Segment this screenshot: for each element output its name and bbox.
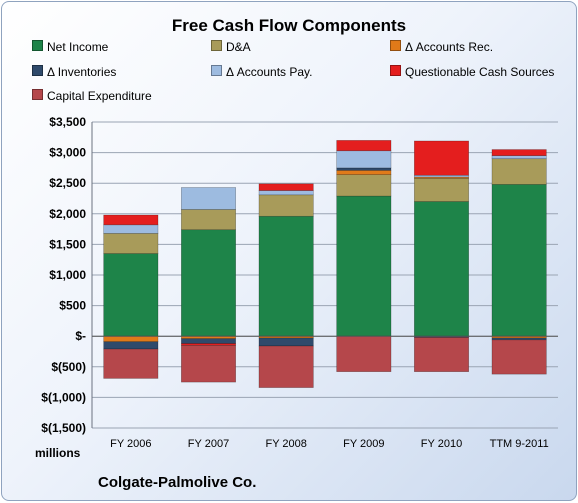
legend-label: Questionable Cash Sources <box>405 65 555 79</box>
y-tick-label: $500 <box>59 299 86 313</box>
bar-segment <box>336 335 392 372</box>
bar-segment <box>336 140 392 152</box>
y-tick-label: $2,500 <box>49 176 86 190</box>
bar-segment <box>336 150 392 169</box>
legend-swatch <box>390 40 401 51</box>
bar-segment <box>181 229 236 337</box>
bar-segment <box>491 184 547 337</box>
bar-segment <box>414 337 469 372</box>
legend-item-questionable-cash: Questionable Cash Sources <box>390 65 554 79</box>
x-tick-label: TTM 9-2011 <box>490 438 549 450</box>
bar-segment <box>181 345 236 383</box>
legend-swatch <box>211 40 222 51</box>
bar-segment <box>181 209 236 231</box>
legend-label: D&A <box>226 40 251 54</box>
legend-item-accounts-pay: Δ Accounts Pay. <box>211 65 313 79</box>
bar-segment <box>103 224 159 234</box>
legend-item-accounts-rec: Δ Accounts Rec. <box>390 40 493 54</box>
bar-segment <box>181 338 236 344</box>
legend-label: Δ Accounts Pay. <box>226 65 313 79</box>
bar-segment <box>258 215 314 337</box>
x-tick-label: FY 2008 <box>265 438 306 450</box>
y-tick-label: $3,000 <box>49 146 86 160</box>
bar-segment <box>258 337 314 347</box>
bar-segment <box>103 253 159 337</box>
x-tick-label: FY 2007 <box>188 438 229 450</box>
legend-swatch <box>32 89 43 100</box>
company-name: Colgate-Palmolive Co. <box>98 474 257 491</box>
legend-item-capex: Capital Expenditure <box>32 89 152 103</box>
legend-swatch <box>32 40 43 51</box>
bar-segment <box>491 339 547 375</box>
bar-segment <box>181 187 236 210</box>
bar-segment <box>258 183 314 191</box>
legend-swatch <box>211 65 222 76</box>
x-tick-label: FY 2010 <box>421 438 462 450</box>
x-tick-label: FY 2009 <box>343 438 384 450</box>
y-tick-label: $(1,500) <box>41 421 86 435</box>
legend-label: Net Income <box>47 40 109 54</box>
bar-segment <box>103 335 159 343</box>
y-tick-label: $(500) <box>51 360 86 374</box>
y-tick-label: $(1,000) <box>41 390 86 404</box>
bar-segment <box>336 195 392 337</box>
bar-segment <box>258 194 314 217</box>
legend-label: Δ Accounts Rec. <box>405 40 494 54</box>
bar-segment <box>103 214 159 226</box>
bar-segment <box>103 341 159 350</box>
legend-item-da: D&A <box>211 40 251 54</box>
legend-swatch <box>390 65 401 76</box>
chart-title: Free Cash Flow Components <box>171 16 407 35</box>
x-tick-label: FY 2006 <box>110 438 151 450</box>
bar-segment <box>336 170 392 175</box>
legend-item-inventories: Δ Inventories <box>32 65 116 79</box>
bar-segment <box>491 158 547 185</box>
bar-segment <box>258 190 314 196</box>
y-tick-label: $3,500 <box>49 115 86 129</box>
bar-segment <box>336 167 392 171</box>
y-tick-label: $1,500 <box>49 237 86 251</box>
bar-segment <box>491 149 547 156</box>
bar-segment <box>414 178 469 202</box>
bar-segment <box>336 174 392 197</box>
bar-segment <box>258 345 314 388</box>
bar-segment <box>491 155 547 160</box>
legend-label: Capital Expenditure <box>47 89 152 103</box>
legend-label: Δ Inventories <box>47 65 117 79</box>
legend-item-net-income: Net Income <box>32 40 108 54</box>
legend-swatch <box>32 65 43 76</box>
y-tick-label: $2,000 <box>49 207 86 221</box>
bar-segment <box>103 233 159 254</box>
y-tick-label: $1,000 <box>49 268 86 282</box>
bar-segment <box>103 348 159 379</box>
bar-segment <box>414 201 469 337</box>
unit-label: millions <box>35 446 81 460</box>
bar-segment <box>414 140 469 176</box>
y-tick-label: $- <box>75 329 86 343</box>
